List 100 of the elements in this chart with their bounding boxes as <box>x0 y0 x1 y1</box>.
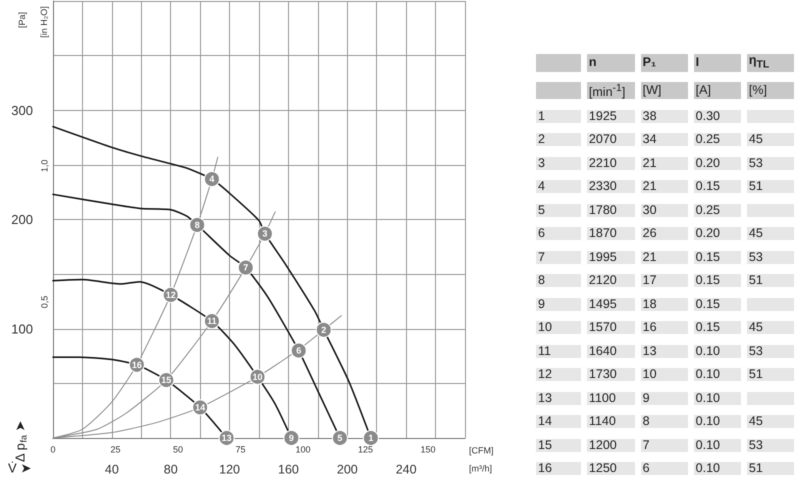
text: 1730 <box>586 367 635 382</box>
text: 21 <box>640 179 688 194</box>
x2-tick-label: 50 <box>172 444 184 454</box>
text: η$_{TL}$ <box>746 53 794 72</box>
x2-tick-label: 0 <box>50 444 56 454</box>
text: 1640 <box>586 344 635 358</box>
x-tick-label: 160 <box>278 462 299 476</box>
annotation: 3 <box>262 228 268 239</box>
text: I <box>694 54 741 72</box>
text: 0.10 <box>694 344 741 358</box>
text: 0.10 <box>694 414 741 428</box>
text: 2120 <box>586 273 635 288</box>
text: 18 <box>640 296 688 311</box>
annotation: 10 <box>252 372 263 382</box>
y-tick-label: 200 <box>11 212 33 227</box>
text: 0.20 <box>694 226 741 240</box>
text: 17 <box>640 273 688 288</box>
text: 1 <box>536 108 581 123</box>
text: 1570 <box>586 320 635 334</box>
text: 51 <box>746 367 794 382</box>
text: 1995 <box>586 250 635 264</box>
text: 1925 <box>586 108 635 123</box>
text: 5 <box>536 202 581 217</box>
text: n <box>586 54 635 72</box>
text: 2330 <box>586 179 635 194</box>
text: [W] <box>640 82 688 100</box>
y-axis-title: [Pa] <box>17 12 27 28</box>
text: 9 <box>536 296 581 311</box>
text: 10 <box>536 320 581 334</box>
text: 8 <box>536 273 581 288</box>
text: 6 <box>536 226 581 240</box>
text: 2070 <box>586 132 635 146</box>
x2-tick-label: 150 <box>420 444 436 454</box>
text: 0.10 <box>694 390 741 405</box>
annotation: 14 <box>195 402 206 412</box>
text: 1495 <box>586 296 635 311</box>
text: [%] <box>746 82 794 100</box>
text: 2210 <box>586 156 635 170</box>
text: 0.25 <box>694 132 741 146</box>
annotation: 4 <box>209 174 214 184</box>
text: [min$^{-1}$] <box>586 82 635 100</box>
text: 11 <box>536 344 581 358</box>
y-tick-label: 300 <box>11 102 33 118</box>
annotation: 7 <box>243 262 248 273</box>
text: 6 <box>640 461 688 476</box>
text: 1200 <box>586 438 635 452</box>
text: 16 <box>640 320 688 334</box>
text: 26 <box>640 226 688 240</box>
text: 12 <box>536 367 581 382</box>
text: 0.10 <box>694 461 741 476</box>
text: 21 <box>640 156 688 170</box>
text: 1780 <box>586 202 635 217</box>
annotation: 6 <box>296 346 302 356</box>
y-tick-label: 100 <box>11 321 33 336</box>
annotation: 15 <box>161 375 172 386</box>
x2-tick-label: 100 <box>295 444 311 454</box>
text: 1250 <box>586 461 635 476</box>
x-tick-label: 120 <box>219 462 240 476</box>
text: 53 <box>746 156 794 170</box>
text: 0.30 <box>694 108 741 123</box>
text: 1140 <box>586 414 635 428</box>
x-tick-label: 80 <box>164 462 178 476</box>
text: 38 <box>640 108 688 123</box>
text: 45 <box>746 132 794 146</box>
text: 53 <box>746 344 794 358</box>
text: 51 <box>746 461 794 476</box>
x-tick-label: 200 <box>336 462 358 476</box>
text: 2 <box>536 132 581 146</box>
text: 45 <box>746 226 794 240</box>
text: 51 <box>746 179 794 194</box>
text: 15 <box>536 438 581 452</box>
text: 9 <box>640 390 688 405</box>
y2-tick-label: 0,5 <box>40 296 50 308</box>
text: 13 <box>536 390 581 405</box>
text: 8 <box>640 414 688 428</box>
text: [A] <box>694 82 741 100</box>
annotation: 11 <box>207 316 217 326</box>
text: 0.15 <box>694 320 741 334</box>
text: 34 <box>640 132 688 146</box>
text: 0.10 <box>694 438 741 452</box>
annotation: 2 <box>321 324 326 335</box>
text: 45 <box>746 414 794 428</box>
text: 14 <box>536 414 581 428</box>
text: 0.15 <box>694 296 741 311</box>
text: 53 <box>746 250 794 264</box>
x2-tick-label: 125 <box>358 444 374 454</box>
text: 7 <box>640 438 688 452</box>
text: 1870 <box>586 226 635 240</box>
text: 51 <box>746 273 794 288</box>
text: 0.15 <box>694 179 741 194</box>
text: V̇ ➤ <box>8 460 32 476</box>
text: 21 <box>640 250 688 264</box>
text: 4 <box>536 179 581 194</box>
text: 45 <box>746 320 794 334</box>
y2-tick-label: 1,0 <box>40 160 50 172</box>
x-axis-title: [m³/h] <box>469 464 492 474</box>
text: 13 <box>640 344 688 358</box>
text: 3 <box>536 156 581 170</box>
y2-axis-title: [in H₂O] <box>39 6 49 38</box>
annotation: 5 <box>337 433 342 443</box>
